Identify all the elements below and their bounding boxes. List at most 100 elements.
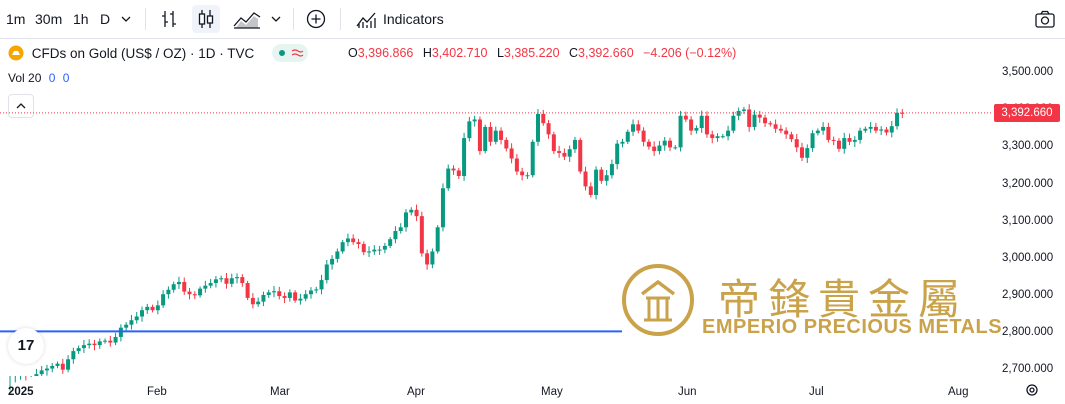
candle-body	[879, 129, 884, 131]
candle-body	[704, 115, 709, 135]
camera-icon[interactable]	[1031, 5, 1059, 33]
bar-chart-type-icon[interactable]	[156, 5, 184, 33]
candle-body	[842, 138, 847, 149]
x-tick-label: Apr	[407, 386, 425, 398]
candle-body	[699, 115, 704, 129]
candle-body	[113, 336, 118, 343]
candle-body	[847, 138, 852, 142]
symbol-title[interactable]: CFDs on Gold (US$ / OZ) · 1D · TVC	[31, 45, 255, 61]
interval-dropdown-icon[interactable]	[116, 5, 136, 33]
candle-body	[625, 131, 630, 142]
candle-body	[319, 280, 324, 290]
x-tick-label: Mar	[270, 386, 290, 398]
candle-body	[361, 244, 366, 253]
candle-body	[514, 158, 519, 172]
open-label: O	[348, 46, 358, 60]
interval-1h[interactable]: 1h	[73, 11, 89, 27]
interval-1m[interactable]: 1m	[6, 11, 26, 27]
candle-body	[377, 249, 382, 251]
candle-body	[810, 133, 815, 149]
candle-body	[393, 231, 398, 240]
tradingview-logo-icon[interactable]: 17	[8, 328, 44, 364]
candle-body	[219, 278, 224, 280]
x-tick-label: May	[541, 386, 563, 398]
candle-body	[76, 348, 81, 352]
candle-body	[858, 130, 863, 140]
candle-body	[382, 245, 387, 250]
candles-chart-type-icon[interactable]	[192, 5, 220, 33]
candle-body	[245, 283, 250, 298]
candle-body	[778, 128, 783, 131]
x-tick-label: 2025	[8, 386, 34, 398]
candle-body	[594, 169, 599, 195]
candle-body	[314, 289, 319, 291]
high-value: 3,402.710	[431, 46, 488, 60]
candle-body	[509, 148, 514, 159]
candle-body	[250, 297, 255, 305]
candle-body	[536, 113, 540, 142]
market-status-badge[interactable]	[272, 44, 309, 62]
indicators-button[interactable]: Indicators	[383, 11, 444, 27]
ohlc-values: O3,396.866 H3,402.710 L3,385.220 C3,392.…	[348, 46, 742, 60]
candle-body	[372, 249, 377, 252]
candle-body	[636, 124, 641, 131]
candle-body	[731, 115, 736, 131]
candle-body	[773, 124, 778, 129]
indicators-icon[interactable]	[352, 5, 380, 33]
candle-body	[615, 143, 620, 165]
brand-chinese-name: 帝鋒貴金屬	[718, 275, 969, 324]
candle-body	[435, 227, 440, 252]
candle-body	[456, 170, 461, 176]
area-chart-type-icon[interactable]	[230, 5, 264, 33]
chart-type-dropdown-icon[interactable]	[266, 5, 286, 33]
candle-body	[689, 119, 694, 131]
candle-body	[171, 284, 176, 290]
candle-body	[272, 291, 276, 293]
candle-body	[256, 301, 261, 305]
candle-body	[504, 139, 509, 149]
candle-body	[161, 294, 166, 306]
y-tick-label: 3,000.000	[1002, 251, 1054, 264]
candle-body	[55, 363, 60, 366]
interval-d[interactable]: D	[100, 11, 111, 27]
volume-label[interactable]: Vol 20	[8, 71, 42, 85]
candle-body	[631, 124, 636, 132]
candle-body	[192, 294, 197, 296]
candle-body	[324, 264, 329, 281]
candle-body	[710, 134, 715, 139]
collapse-legend-button[interactable]	[8, 94, 34, 118]
interval-30m[interactable]: 30m	[35, 11, 63, 27]
candle-body	[609, 164, 614, 176]
candle-body	[488, 126, 493, 142]
candle-body	[293, 292, 298, 301]
candle-body	[44, 368, 49, 371]
candle-body	[884, 129, 889, 133]
candle-body	[551, 134, 556, 152]
compare-add-icon[interactable]	[302, 5, 330, 33]
change-value: −4.206 (−0.12%)	[643, 46, 737, 60]
settings-icon[interactable]	[1024, 382, 1040, 403]
candle-body	[646, 141, 651, 147]
candle-body	[800, 147, 804, 158]
candle-body	[351, 238, 356, 243]
candle-body	[726, 130, 731, 137]
candle-body	[266, 292, 271, 295]
candle-body	[757, 114, 762, 118]
candle-body	[340, 242, 345, 252]
candle-body	[541, 113, 546, 124]
candle-body	[182, 281, 187, 292]
candle-body	[493, 130, 498, 142]
candle-body	[440, 188, 445, 228]
candle-body	[224, 278, 229, 284]
open-value: 3,396.866	[357, 46, 414, 60]
candle-body	[198, 288, 203, 296]
candle-body	[129, 320, 134, 325]
y-tick-label: 3,100.000	[1002, 214, 1054, 227]
candle-body	[367, 251, 372, 253]
candle-body	[889, 126, 894, 133]
x-tick-label: Aug	[948, 386, 969, 398]
brand-watermark: 帝鋒貴金屬 EMPERIO PRECIOUS METALS	[622, 262, 1002, 340]
candle-body	[39, 370, 44, 375]
y-tick-label: 2,700.000	[1002, 363, 1054, 376]
